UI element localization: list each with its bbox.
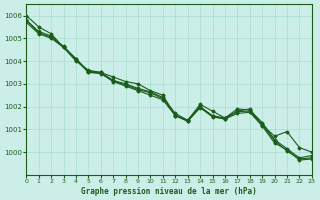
X-axis label: Graphe pression niveau de la mer (hPa): Graphe pression niveau de la mer (hPa)	[81, 187, 257, 196]
